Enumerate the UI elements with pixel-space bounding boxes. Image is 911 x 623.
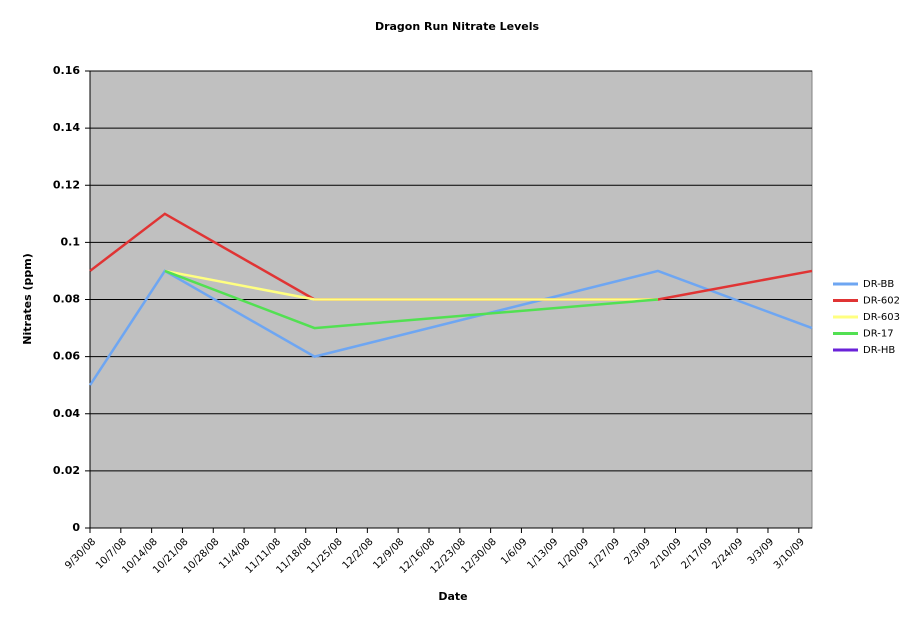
x-tick-label: 1/27/09: [587, 536, 622, 571]
chart-title: Dragon Run Nitrate Levels: [375, 20, 540, 33]
x-tick-label: 3/3/09: [746, 536, 777, 567]
y-axis-label: Nitrates (ppm): [21, 253, 34, 344]
legend-label: DR-BB: [863, 279, 894, 290]
x-tick-label: 2/3/09: [622, 536, 653, 567]
x-axis-label: Date: [438, 590, 467, 603]
legend-label: DR-17: [863, 329, 894, 340]
x-tick-label: 9/30/08: [63, 536, 98, 571]
legend-label: DR-602: [863, 296, 900, 307]
y-tick-label: 0.16: [53, 64, 80, 77]
y-tick-label: 0.06: [53, 350, 80, 363]
series-line: [164, 269, 659, 330]
x-tick-label: 2/10/09: [649, 536, 684, 571]
x-tick-label: 1/20/09: [556, 536, 591, 571]
x-tick-label: 12/2/08: [341, 536, 376, 571]
y-tick-label: 0: [72, 521, 80, 534]
y-tick-label: 0.14: [53, 121, 80, 134]
y-tick-label: 0.12: [53, 178, 80, 191]
x-tick-label: 3/10/09: [772, 536, 807, 571]
legend-label: DR-603: [863, 312, 900, 323]
x-tick-label: 1/6/09: [499, 536, 530, 567]
series-line: [164, 269, 658, 301]
x-tick-label: 1/13/09: [525, 536, 560, 571]
y-tick-label: 0.08: [53, 293, 80, 306]
y-tick-label: 0.1: [61, 235, 81, 248]
x-tick-label: 2/17/09: [680, 536, 715, 571]
y-tick-label: 0.02: [53, 464, 80, 477]
y-tick-label: 0.04: [53, 407, 80, 420]
x-tick-label: 2/24/09: [710, 536, 745, 571]
legend-label: DR-HB: [863, 345, 895, 356]
